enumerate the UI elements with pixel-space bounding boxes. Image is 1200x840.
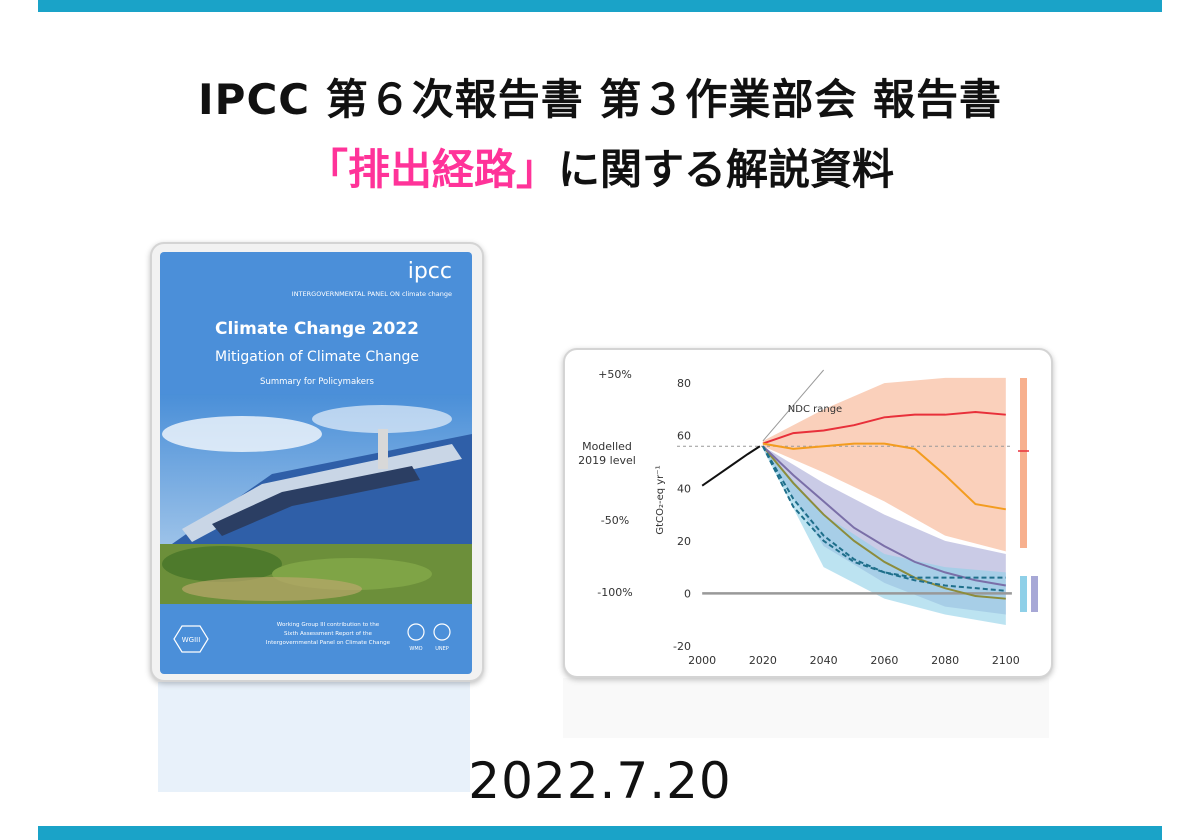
bottom-accent-bar xyxy=(38,826,1162,840)
cover-contribution-3: Intergovernmental Panel on Climate Chang… xyxy=(266,640,391,646)
cover-partner-2: UNEP xyxy=(435,646,449,652)
label-modelled: Modelled xyxy=(582,440,632,453)
wmo-emblem-icon xyxy=(407,623,425,641)
series-line-2 xyxy=(762,442,1006,511)
cover-subsubtitle: Summary for Policymakers xyxy=(260,377,374,387)
y-axis-label: GtCO₂-eq yr⁻¹ xyxy=(655,465,666,534)
chart-reflection xyxy=(563,678,1049,738)
right-range-bar-1 xyxy=(1020,378,1027,548)
y-tick-label: 20 xyxy=(677,535,691,548)
subtitle-rest: に関する解説資料 xyxy=(558,145,895,194)
y-tick-label: 0 xyxy=(684,587,691,600)
label-2019-level: 2019 level xyxy=(578,454,636,467)
slide-date: 2022.7.20 xyxy=(468,752,732,810)
range-band-2 xyxy=(762,446,1006,625)
label-minus50: -50% xyxy=(601,514,629,527)
cover-logo: ipcc xyxy=(408,259,452,284)
cover-title: Climate Change 2022 xyxy=(215,319,419,339)
y-tick-label: 80 xyxy=(677,377,691,390)
range-band-0 xyxy=(762,377,1006,552)
right-range-bar-2 xyxy=(1020,576,1027,612)
x-tick-label: 2080 xyxy=(931,654,959,667)
slide-title: IPCC 第６次報告書 第３作業部会 報告書 xyxy=(198,75,1002,124)
emissions-chart: 80 60 40 20 0 -20 2000 2020 2040 2060 2080 2100 +5… xyxy=(563,348,1053,678)
cover-badge: WGIII xyxy=(182,636,201,644)
ndc-cone xyxy=(762,369,825,442)
ndc-range-annotation: NDC range xyxy=(788,404,842,415)
right-range-bar-3 xyxy=(1031,576,1038,612)
report-cover-image: ipcc INTERGOVERNMENTAL PANEL ON climate … xyxy=(150,242,484,682)
series-line-5 xyxy=(762,445,1006,592)
x-tick-label: 2040 xyxy=(810,654,838,667)
label-minus100: -100% xyxy=(597,586,632,599)
cover-contribution-2: Sixth Assessment Report of the xyxy=(284,631,372,637)
cover-contribution-1: Working Group III contribution to the xyxy=(277,622,380,628)
y-tick-label: 60 xyxy=(677,430,691,443)
y-tick-label: 40 xyxy=(677,482,691,495)
x-tick-label: 2100 xyxy=(992,654,1020,667)
series-line-1 xyxy=(762,411,1006,445)
top-accent-bar xyxy=(38,0,1162,12)
x-tick-label: 2000 xyxy=(688,654,716,667)
cover-reflection xyxy=(150,682,480,792)
series-line-6 xyxy=(762,445,1006,579)
series-line-3 xyxy=(762,445,1006,600)
x-tick-label: 2060 xyxy=(870,654,898,667)
slide-subtitle: 「排出経路」に関する解説資料 xyxy=(0,136,1200,197)
subtitle-highlight: 排出経路」 xyxy=(347,145,558,194)
series-line-4 xyxy=(762,445,1006,587)
subtitle-open-bracket: 「 xyxy=(305,145,348,194)
y-tick-label: -20 xyxy=(673,640,691,653)
label-plus50: +50% xyxy=(598,368,632,381)
cover-org: INTERGOVERNMENTAL PANEL ON climate chang… xyxy=(292,290,452,298)
unep-emblem-icon xyxy=(433,623,451,641)
cover-partner-1: WMO xyxy=(409,646,422,652)
series-line-0 xyxy=(701,445,761,487)
cover-subtitle: Mitigation of Climate Change xyxy=(215,349,419,365)
x-tick-label: 2020 xyxy=(749,654,777,667)
